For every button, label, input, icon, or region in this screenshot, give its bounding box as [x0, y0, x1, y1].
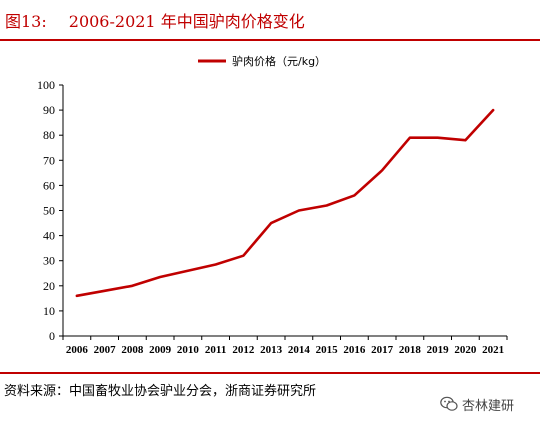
legend-label: 驴肉价格（元/kg）: [232, 54, 326, 68]
line-chart: 0 10 20 30 40 50 60 70 80 90 100 2006 2007 2008 2009 20…: [37, 54, 508, 356]
x-tick-label: 2014: [288, 344, 311, 356]
header-rule: [0, 39, 540, 41]
wechat-icon: [440, 396, 458, 411]
x-tick-label: 2006: [66, 344, 89, 356]
x-tick-label: 2020: [454, 344, 477, 356]
figure-title: 图13: 2006-2021 年中国驴肉价格变化: [5, 8, 305, 32]
x-tick-label: 2019: [427, 344, 450, 356]
x-tick-label: 2008: [121, 344, 144, 356]
x-tick-label: 2007: [94, 344, 117, 356]
x-tick-label: 2015: [316, 344, 339, 356]
figure-label: 图13:: [5, 12, 47, 31]
series-line: [75, 108, 495, 298]
source-note: 资料来源：中国畜牧业协会驴业分会，浙商证券研究所: [4, 384, 317, 399]
footer-rule: [0, 372, 540, 374]
y-tick-label: 80: [43, 128, 55, 142]
y-tick-label: 70: [43, 153, 55, 167]
x-tick-label: 2011: [205, 344, 226, 356]
x-tick-label: 2016: [343, 344, 366, 356]
y-tick-label: 100: [37, 78, 55, 92]
y-tick-label: 90: [43, 103, 55, 117]
x-tick-label: 2009: [149, 344, 172, 356]
y-tick-label: 40: [43, 229, 55, 243]
x-tick-label: 2013: [260, 344, 283, 356]
figure-title-text: 2006-2021 年中国驴肉价格变化: [68, 12, 305, 31]
x-tick-label: 2021: [482, 344, 504, 356]
y-tick-label: 0: [49, 329, 55, 343]
y-tick-label: 30: [43, 254, 55, 268]
watermark-text: 杏林建研: [462, 398, 515, 414]
x-tick-label: 2017: [371, 344, 394, 356]
y-tick-label: 10: [43, 304, 55, 318]
watermark: 杏林建研: [440, 393, 514, 415]
y-tick-label: 60: [43, 178, 55, 192]
x-tick-label: 2018: [399, 344, 422, 356]
figure-header: 图13: 2006-2021 年中国驴肉价格变化: [0, 0, 540, 40]
y-tick-label: 50: [43, 204, 55, 218]
x-tick-label: 2010: [177, 344, 200, 356]
y-tick-label: 20: [43, 279, 55, 293]
x-tick-label: 2012: [232, 344, 255, 356]
